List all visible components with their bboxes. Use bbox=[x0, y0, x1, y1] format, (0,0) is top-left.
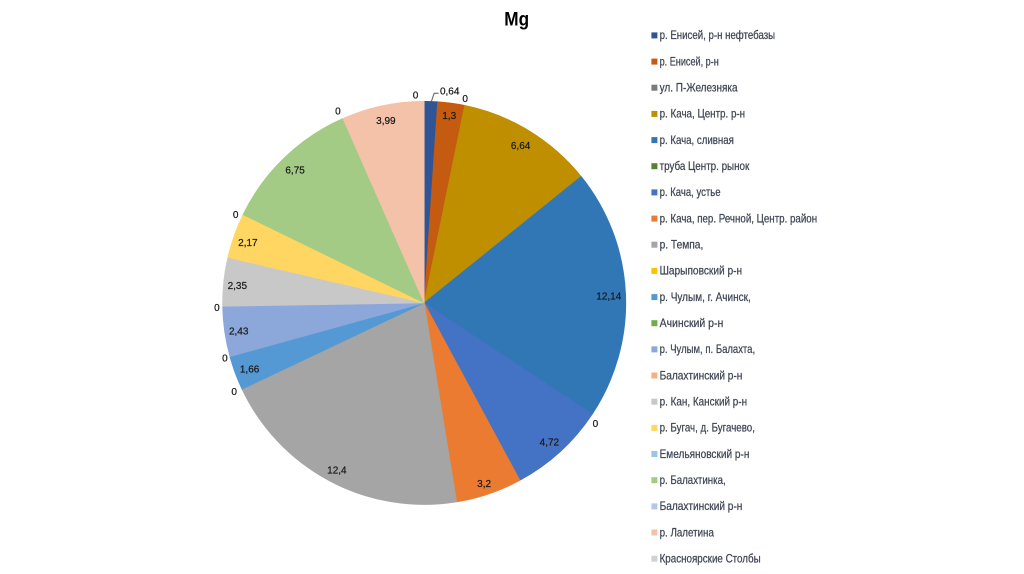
svg-text:р. Енисей, р-н нефтебазы: р. Енисей, р-н нефтебазы bbox=[660, 28, 776, 42]
svg-text:ул. П-Железняка: ул. П-Железняка bbox=[660, 81, 738, 95]
svg-text:р. Кача, пер. Речной, Центр. р: р. Кача, пер. Речной, Центр. район bbox=[660, 211, 818, 225]
svg-text:0: 0 bbox=[335, 107, 341, 118]
svg-text:0: 0 bbox=[413, 91, 419, 102]
svg-text:0: 0 bbox=[593, 419, 599, 430]
svg-text:2,35: 2,35 bbox=[228, 281, 248, 292]
svg-text:труба Центр. рынок: труба Центр. рынок bbox=[660, 159, 750, 173]
svg-text:2,17: 2,17 bbox=[238, 238, 258, 249]
svg-text:0: 0 bbox=[233, 210, 239, 221]
svg-text:0: 0 bbox=[222, 354, 228, 365]
svg-text:Балахтинский р-н: Балахтинский р-н bbox=[660, 368, 743, 382]
svg-text:р. Балахтинка,: р. Балахтинка, bbox=[660, 473, 726, 487]
svg-text:0: 0 bbox=[231, 387, 237, 398]
svg-text:р. Кача, Центр. р-н: р. Кача, Центр. р-н bbox=[660, 107, 746, 121]
svg-text:р. Чулым, п. Балахта,: р. Чулым, п. Балахта, bbox=[660, 342, 756, 356]
svg-text:Балахтинский р-н: Балахтинский р-н bbox=[660, 499, 743, 513]
svg-text:6,64: 6,64 bbox=[511, 141, 531, 152]
svg-text:р. Лалетина: р. Лалетина bbox=[660, 525, 715, 539]
svg-text:Емельяновский р-н: Емельяновский р-н bbox=[660, 447, 750, 461]
svg-text:р. Кача, сливная: р. Кача, сливная bbox=[660, 133, 734, 147]
svg-text:2,43: 2,43 bbox=[229, 326, 249, 337]
svg-text:12,14: 12,14 bbox=[596, 292, 621, 303]
svg-text:4,72: 4,72 bbox=[540, 438, 560, 449]
svg-text:р. Чулым, г. Ачинск,: р. Чулым, г. Ачинск, bbox=[660, 290, 751, 304]
svg-text:0: 0 bbox=[214, 303, 220, 314]
svg-text:1,3: 1,3 bbox=[442, 111, 456, 122]
svg-text:1,66: 1,66 bbox=[240, 365, 260, 376]
svg-text:Шарыповский р-н: Шарыповский р-н bbox=[660, 264, 743, 278]
svg-text:Mg: Mg bbox=[504, 10, 529, 31]
svg-text:3,2: 3,2 bbox=[477, 479, 491, 490]
svg-text:Красноярские Столбы: Красноярские Столбы bbox=[660, 552, 761, 566]
svg-text:р. Темпа,: р. Темпа, bbox=[660, 238, 704, 252]
svg-text:0,64: 0,64 bbox=[440, 87, 460, 98]
svg-text:р. Бугач, д. Бугачево,: р. Бугач, д. Бугачево, bbox=[660, 421, 755, 435]
svg-text:р. Енисей, р-н: р. Енисей, р-н bbox=[660, 54, 719, 68]
svg-text:12,4: 12,4 bbox=[327, 466, 347, 477]
svg-text:Ачинский р-н: Ачинский р-н bbox=[660, 316, 724, 330]
svg-text:6,75: 6,75 bbox=[285, 166, 305, 177]
svg-text:0: 0 bbox=[462, 94, 468, 105]
svg-text:р. Кача, устье: р. Кача, устье bbox=[660, 185, 721, 199]
svg-text:р. Кан, Канский р-н: р. Кан, Канский р-н bbox=[660, 395, 748, 409]
svg-text:3,99: 3,99 bbox=[376, 116, 396, 127]
